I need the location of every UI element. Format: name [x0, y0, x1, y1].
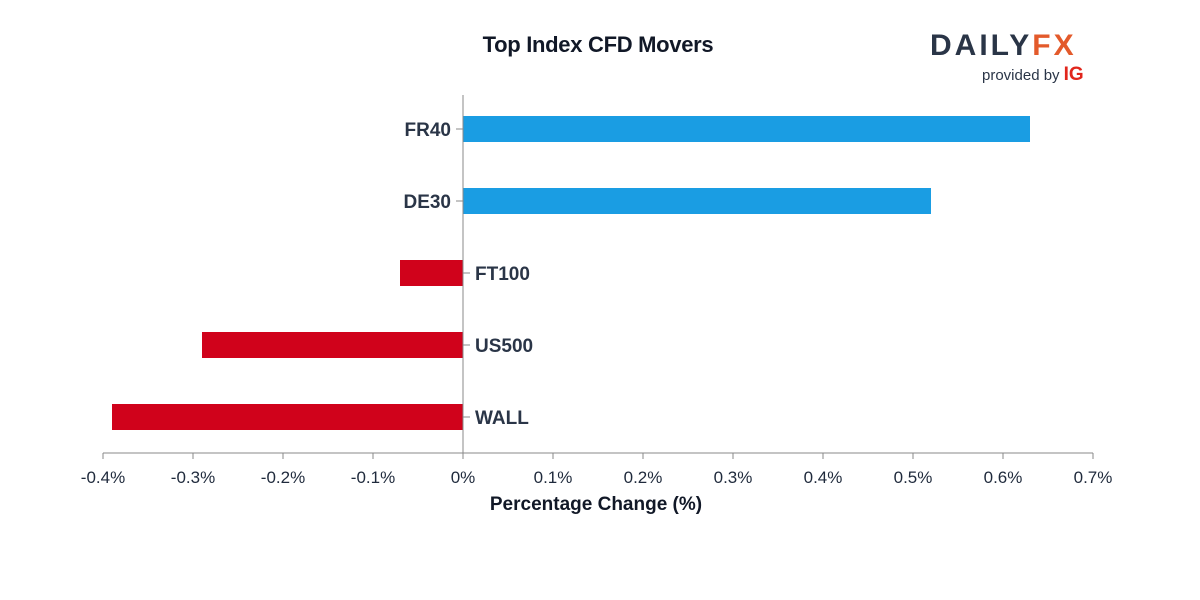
bar-wall: [112, 404, 463, 430]
category-label-ft100: FT100: [475, 264, 530, 285]
bar-ft100: [400, 260, 463, 286]
logo-daily: DAILY: [930, 29, 1033, 62]
x-tick-label: -0.4%: [81, 468, 125, 487]
x-tick-label: 0.5%: [894, 468, 933, 487]
category-label-us500: US500: [475, 336, 533, 357]
x-tick-label: -0.1%: [351, 468, 395, 487]
category-label-wall: WALL: [475, 408, 529, 429]
logo-wordmark: DAILYFX: [930, 30, 1090, 62]
x-tick-label: 0.4%: [804, 468, 843, 487]
x-axis-label: Percentage Change (%): [489, 494, 703, 515]
x-tick-label: 0.7%: [1074, 468, 1113, 487]
category-label-fr40: FR40: [405, 120, 451, 141]
bar-us500: [202, 332, 463, 358]
x-tick-label: 0.6%: [984, 468, 1023, 487]
x-tick-label: 0.2%: [624, 468, 663, 487]
x-tick-label: -0.3%: [171, 468, 215, 487]
x-tick-label: 0.1%: [534, 468, 573, 487]
ig-logo: IG: [1063, 64, 1084, 85]
x-tick-label: 0%: [451, 468, 476, 487]
x-tick-label: -0.2%: [261, 468, 305, 487]
x-tick-label: 0.3%: [714, 468, 753, 487]
bar-fr40: [463, 116, 1030, 142]
chart-title: Top Index CFD Movers: [482, 32, 714, 57]
category-label-de30: DE30: [403, 192, 451, 213]
logo-provided-by: provided by IG: [982, 64, 1090, 86]
provided-by-text: provided by: [982, 67, 1060, 84]
logo-fx: FX: [1032, 29, 1077, 62]
dailyfx-logo[interactable]: DAILYFX provided by IG: [930, 30, 1090, 86]
bar-de30: [463, 188, 931, 214]
